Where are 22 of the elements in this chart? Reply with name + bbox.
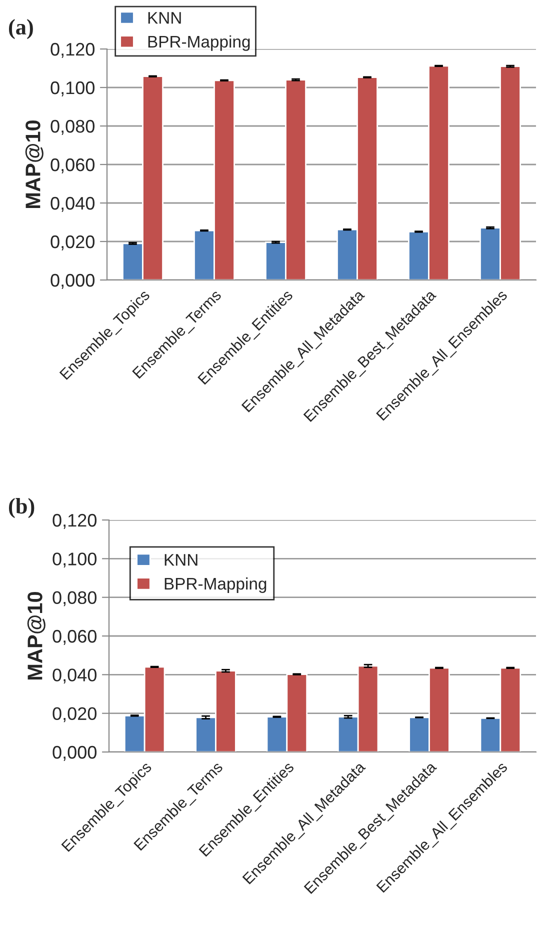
legend-label: BPR-Mapping [148,35,250,51]
y-axis-title: MAP@10 [25,120,44,208]
y-tick-label: 0,040 [50,196,94,212]
chart-title: (b) [8,498,34,518]
y-tick-label: 0,080 [52,591,96,606]
chart-title: (a) [8,19,33,40]
y-tick-label: 0,100 [50,81,94,96]
y-tick-label: 0,000 [52,746,96,761]
y-tick-label: 0,020 [52,707,96,722]
legend-label: KNN [164,554,198,566]
y-tick-label: 0,100 [52,552,96,568]
legend-label: BPR-Mapping [164,577,266,593]
y-axis-title: MAP@10 [27,592,46,680]
legend-label: KNN [148,12,181,24]
y-tick-label: 0,120 [50,42,94,58]
y-tick-label: 0,060 [50,158,94,174]
y-tick-label: 0,040 [52,668,96,684]
y-tick-label: 0,060 [52,630,96,645]
y-tick-label: 0,120 [52,514,96,529]
y-tick-label: 0,000 [50,274,94,289]
y-tick-label: 0,080 [50,120,94,135]
y-tick-label: 0,020 [50,235,94,250]
